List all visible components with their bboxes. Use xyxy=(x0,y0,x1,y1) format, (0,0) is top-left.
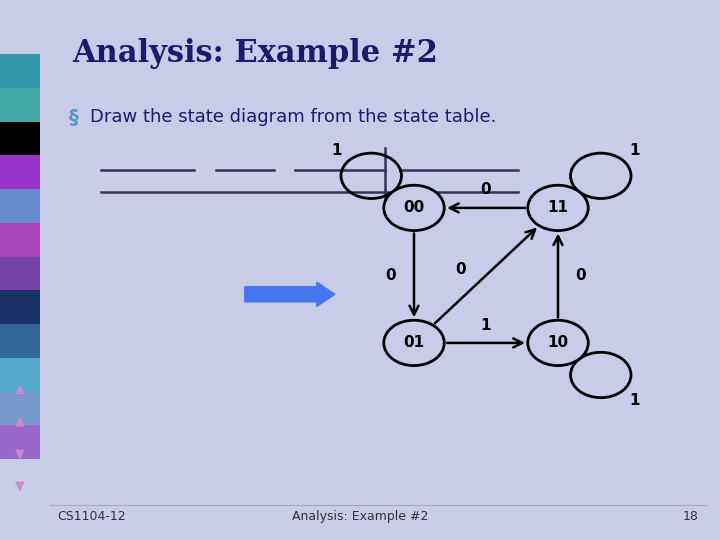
Text: 10: 10 xyxy=(547,335,569,350)
Text: 0: 0 xyxy=(456,262,466,278)
Text: ▼: ▼ xyxy=(15,480,25,492)
Circle shape xyxy=(384,185,444,231)
FancyBboxPatch shape xyxy=(0,87,40,122)
Text: 11: 11 xyxy=(547,200,569,215)
Text: 01: 01 xyxy=(403,335,425,350)
Text: ▼: ▼ xyxy=(15,447,25,460)
FancyBboxPatch shape xyxy=(0,324,40,357)
FancyArrow shape xyxy=(245,282,335,306)
Text: 1: 1 xyxy=(630,143,640,158)
FancyBboxPatch shape xyxy=(0,222,40,256)
Text: 1: 1 xyxy=(630,393,640,408)
Text: CS1104-12: CS1104-12 xyxy=(58,510,126,523)
FancyBboxPatch shape xyxy=(0,54,40,87)
Text: 0: 0 xyxy=(576,268,586,283)
Circle shape xyxy=(528,320,588,366)
Text: ▲: ▲ xyxy=(15,382,25,395)
FancyBboxPatch shape xyxy=(0,426,40,459)
Text: §: § xyxy=(68,108,78,127)
Text: Analysis: Example #2: Analysis: Example #2 xyxy=(72,38,438,69)
Text: ▲: ▲ xyxy=(15,415,25,428)
FancyBboxPatch shape xyxy=(0,392,40,426)
FancyBboxPatch shape xyxy=(0,256,40,291)
Text: 00: 00 xyxy=(403,200,425,215)
FancyBboxPatch shape xyxy=(0,291,40,324)
Text: 18: 18 xyxy=(683,510,698,523)
FancyBboxPatch shape xyxy=(0,357,40,392)
FancyBboxPatch shape xyxy=(0,156,40,189)
FancyBboxPatch shape xyxy=(0,122,40,156)
Circle shape xyxy=(384,320,444,366)
Text: Draw the state diagram from the state table.: Draw the state diagram from the state ta… xyxy=(90,108,496,126)
Text: 0: 0 xyxy=(386,268,396,283)
Text: Analysis: Example #2: Analysis: Example #2 xyxy=(292,510,428,523)
Text: 0: 0 xyxy=(481,181,491,197)
Circle shape xyxy=(528,185,588,231)
FancyBboxPatch shape xyxy=(0,189,40,222)
Text: 1: 1 xyxy=(481,318,491,333)
Text: 1: 1 xyxy=(332,143,342,158)
